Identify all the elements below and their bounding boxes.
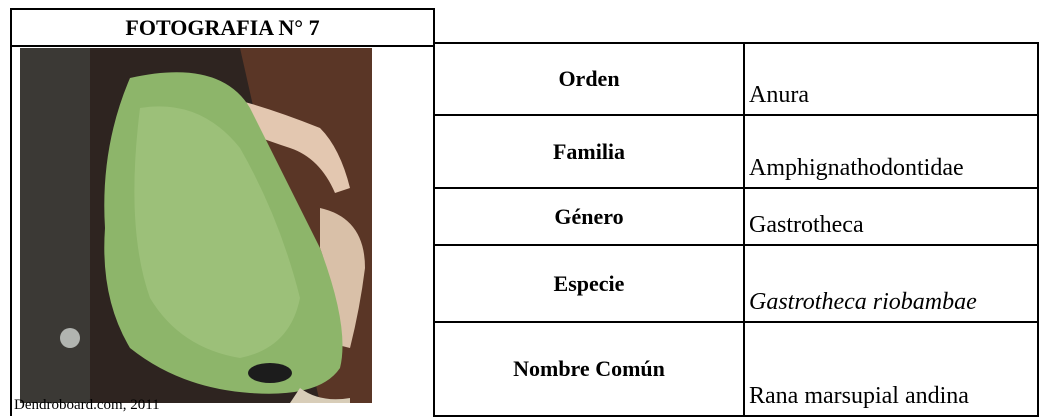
frog-photo (20, 48, 372, 403)
taxonomy-table: Orden Anura Familia Amphignathodontidae Gé… (433, 42, 1039, 417)
row-label: Nombre Común (433, 321, 745, 417)
row-label: Familia (433, 114, 745, 189)
photo-caption: Dendroboard.com, 2011 (14, 397, 160, 413)
row-label: Género (433, 187, 745, 246)
row-label: Orden (433, 42, 745, 116)
row-value: Anura (743, 42, 1039, 116)
row-value: Gastrotheca (743, 187, 1039, 246)
row-value: Amphignathodontidae (743, 114, 1039, 189)
row-value: Rana marsupial andina (743, 321, 1039, 417)
row-value: Gastrotheca riobambae (743, 244, 1039, 323)
photo-panel: FOTOGRAFIA N° 7 Dendroboard.com, 2011 (10, 8, 435, 416)
row-label: Especie (433, 244, 745, 323)
photo-title: FOTOGRAFIA N° 7 (12, 10, 433, 47)
